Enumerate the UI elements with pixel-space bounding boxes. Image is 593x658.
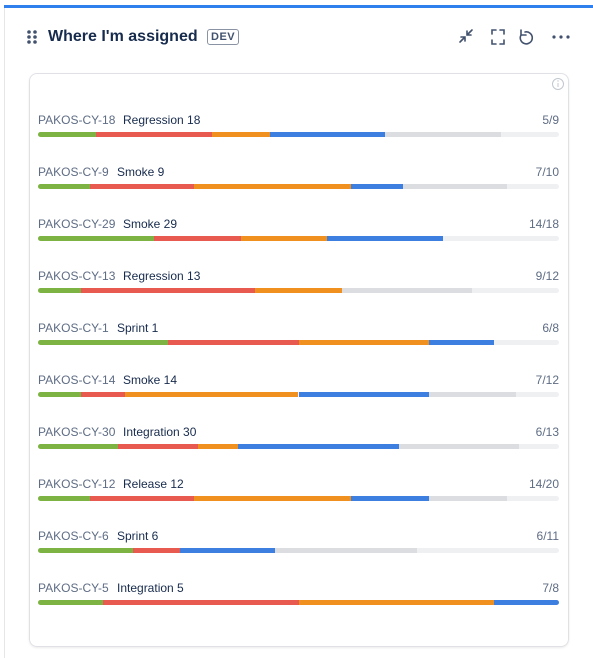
progress-segment [194,496,351,501]
progress-track [38,288,559,293]
progress-segment [38,288,82,293]
more-icon[interactable] [552,35,570,39]
progress-segment [255,288,342,293]
refresh-icon[interactable] [519,29,534,45]
progress-segment [350,496,429,501]
top-border [4,5,593,8]
progress-segment [153,236,241,241]
item-key[interactable]: PAKOS-CY-30 [38,425,116,439]
item-name: Regression 18 [123,113,201,127]
item-progress: 5/9 [542,113,559,127]
item-progress: 7/12 [535,373,559,387]
toolbar [459,29,570,45]
progress-track [38,548,559,553]
progress-segment [38,236,154,241]
progress-segment [118,444,199,449]
progress-segment [211,132,270,137]
item-name: Smoke 14 [123,373,178,387]
progress-segment [238,444,399,449]
progress-segment [132,548,181,553]
item-key[interactable]: PAKOS-CY-9 [38,165,109,179]
progress-segment [298,340,429,345]
progress-segment [38,548,133,553]
progress-segment [103,600,299,605]
item-progress: 6/13 [535,425,559,439]
progress-segment [38,340,169,345]
progress-segment [269,132,386,137]
item-key[interactable]: PAKOS-CY-12 [38,477,116,491]
item-name: Sprint 1 [117,321,159,335]
progress-track [38,340,559,345]
minimize-icon[interactable] [459,29,473,43]
progress-segment [341,288,473,293]
progress-segment [194,184,351,189]
item-progress: 14/20 [528,477,559,491]
progress-segment [298,392,429,397]
item-key[interactable]: PAKOS-CY-5 [38,581,109,595]
item-name: Smoke 29 [123,217,178,231]
item-key[interactable]: PAKOS-CY-29 [38,217,116,231]
progress-segment [124,392,299,397]
item-name: Integration 30 [123,425,197,439]
progress-segment [38,184,91,189]
progress-track [38,236,559,241]
progress-track [38,132,559,137]
env-badge: DEV [207,29,240,45]
progress-segment [95,132,212,137]
progress-segment [90,184,195,189]
progress-segment [385,132,502,137]
item-progress: 7/10 [535,165,559,179]
item-progress: 6/11 [536,529,559,543]
item-progress: 9/12 [535,269,559,283]
progress-segment [198,444,239,449]
drag-handle[interactable] [26,29,40,45]
progress-segment [298,600,494,605]
item-key[interactable]: PAKOS-CY-1 [38,321,109,335]
item-key[interactable]: PAKOS-CY-18 [38,113,116,127]
progress-segment [428,496,507,501]
item-name: Integration 5 [117,581,184,595]
progress-track [38,496,559,501]
progress-segment [274,548,417,553]
progress-segment [493,600,559,605]
item-key[interactable]: PAKOS-CY-6 [38,529,109,543]
progress-track [38,444,559,449]
item-key[interactable]: PAKOS-CY-13 [38,269,116,283]
item-key[interactable]: PAKOS-CY-14 [38,373,116,387]
list-card [29,73,569,647]
progress-segment [398,444,519,449]
progress-segment [428,392,516,397]
progress-segment [38,600,104,605]
gadget-title: Where I'm assigned [48,28,198,45]
item-progress: 7/8 [542,581,559,595]
item-progress: 14/18 [528,217,559,231]
item-name: Smoke 9 [117,165,165,179]
item-name: Regression 13 [123,269,201,283]
fullscreen-icon[interactable] [491,29,505,45]
progress-track [38,392,559,397]
progress-segment [180,548,275,553]
item-name: Release 12 [123,477,184,491]
progress-segment [327,236,444,241]
progress-segment [402,184,507,189]
progress-segment [428,340,494,345]
gadget-frame [4,8,593,658]
info-icon[interactable] [551,77,565,91]
progress-track [38,184,559,189]
progress-track [38,600,559,605]
item-name: Sprint 6 [117,529,159,543]
progress-segment [240,236,328,241]
progress-segment [81,288,256,293]
progress-segment [38,392,82,397]
progress-segment [90,496,195,501]
item-progress: 6/8 [542,321,559,335]
progress-segment [38,444,119,449]
progress-segment [38,132,96,137]
progress-segment [168,340,299,345]
progress-segment [81,392,125,397]
progress-segment [350,184,403,189]
progress-segment [38,496,91,501]
